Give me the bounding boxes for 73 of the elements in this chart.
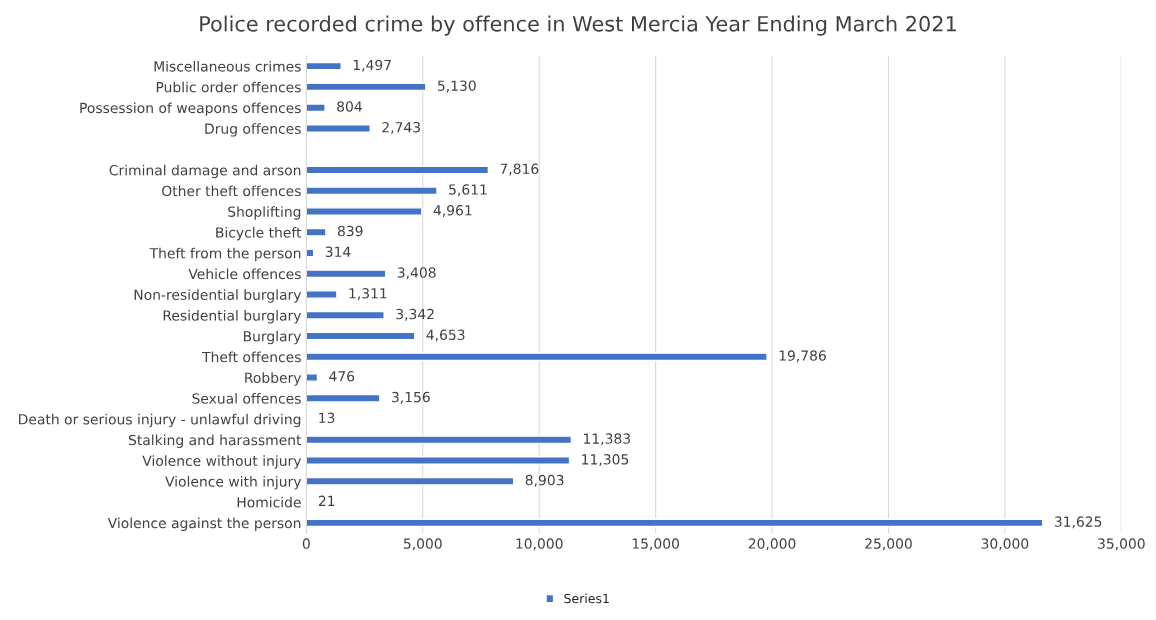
data-label: 3,408 bbox=[397, 267, 436, 280]
bar bbox=[306, 290, 338, 299]
data-label: 839 bbox=[337, 225, 363, 237]
bar bbox=[306, 476, 515, 486]
bar bbox=[306, 373, 319, 382]
bar bbox=[306, 331, 416, 341]
y-tick-label: Violence without injury bbox=[142, 455, 302, 469]
bar bbox=[306, 518, 1044, 528]
y-tick-label: Bicycle theft bbox=[216, 226, 302, 241]
bar bbox=[306, 124, 371, 133]
bar bbox=[306, 227, 327, 237]
legend-label: Series1 bbox=[564, 593, 609, 604]
data-label: 5,611 bbox=[449, 184, 487, 197]
x-tick-label: 15,000 bbox=[632, 538, 679, 551]
data-label: 4,961 bbox=[433, 205, 472, 217]
bar bbox=[306, 207, 423, 216]
y-tick-label: Non-residential burglary bbox=[134, 289, 302, 303]
y-tick-label: Robbery bbox=[245, 372, 302, 386]
bar bbox=[306, 186, 438, 196]
bar bbox=[306, 82, 427, 92]
y-tick-label: Theft from the person bbox=[149, 247, 301, 262]
x-tick-label: 0 bbox=[302, 538, 310, 549]
y-tick-label: Violence against the person bbox=[107, 517, 301, 531]
data-label: 314 bbox=[325, 246, 351, 258]
chart-title: Police recorded crime by offence in West Mercia Year Ending March 2021 bbox=[200, 15, 956, 36]
data-label: 11,305 bbox=[582, 454, 629, 466]
data-label: 19,786 bbox=[779, 350, 826, 363]
data-label: 3,342 bbox=[396, 308, 434, 321]
y-tick-label: Possession of weapons offences bbox=[80, 102, 301, 116]
data-label: 31,625 bbox=[1054, 516, 1102, 529]
data-label: 13 bbox=[319, 412, 335, 424]
x-tick-label: 30,000 bbox=[981, 538, 1029, 551]
y-tick-label: Miscellaneous crimes bbox=[154, 60, 301, 72]
x-tick-label: 10,000 bbox=[516, 538, 563, 551]
data-label: 7,816 bbox=[500, 163, 539, 176]
y-tick-label: Theft offences bbox=[202, 351, 301, 363]
data-label: 476 bbox=[329, 371, 355, 382]
data-label: 804 bbox=[337, 101, 362, 112]
y-tick-label: Sexual offences bbox=[192, 393, 301, 404]
y-tick-label: Drug offences bbox=[205, 123, 301, 137]
data-label: 11,383 bbox=[584, 433, 630, 446]
bar bbox=[306, 393, 381, 403]
y-tick-label: Criminal damage and arson bbox=[109, 164, 301, 179]
data-label: 21 bbox=[318, 495, 335, 506]
y-tick-label: Vehicle offences bbox=[188, 268, 301, 280]
bar bbox=[306, 352, 768, 362]
y-tick-label: Stalking and harassment bbox=[128, 434, 302, 448]
y-tick-label: Violence with injury bbox=[165, 476, 302, 490]
y-tick-label: Other theft offences bbox=[162, 185, 301, 197]
x-tick-label: 20,000 bbox=[748, 538, 796, 551]
bar bbox=[306, 165, 490, 175]
data-label: 5,130 bbox=[437, 80, 476, 93]
data-label: 1,497 bbox=[353, 59, 391, 72]
data-label: 2,743 bbox=[382, 121, 420, 134]
data-label: 8,903 bbox=[525, 474, 564, 487]
y-tick-label: Shoplifting bbox=[228, 206, 301, 220]
bar bbox=[306, 435, 573, 445]
bar bbox=[306, 103, 326, 113]
x-tick-label: 5,000 bbox=[403, 538, 442, 551]
data-label: 4,653 bbox=[426, 329, 465, 342]
data-label: 3,156 bbox=[392, 391, 430, 404]
y-tick-label: Homicide bbox=[237, 496, 301, 508]
y-tick-label: Residential burglary bbox=[163, 309, 302, 324]
y-tick-label: Death or serious injury - unlawful driving bbox=[19, 413, 301, 428]
x-tick-label: 25,000 bbox=[865, 538, 912, 551]
bar bbox=[306, 61, 342, 71]
y-tick-label: Burglary bbox=[243, 330, 302, 345]
y-tick-label: Public order offences bbox=[156, 81, 301, 93]
data-label: 1,311 bbox=[349, 288, 387, 300]
x-tick-label: 35,000 bbox=[1098, 538, 1145, 551]
bar bbox=[306, 456, 571, 465]
bar bbox=[306, 310, 385, 320]
bar bbox=[306, 269, 387, 279]
